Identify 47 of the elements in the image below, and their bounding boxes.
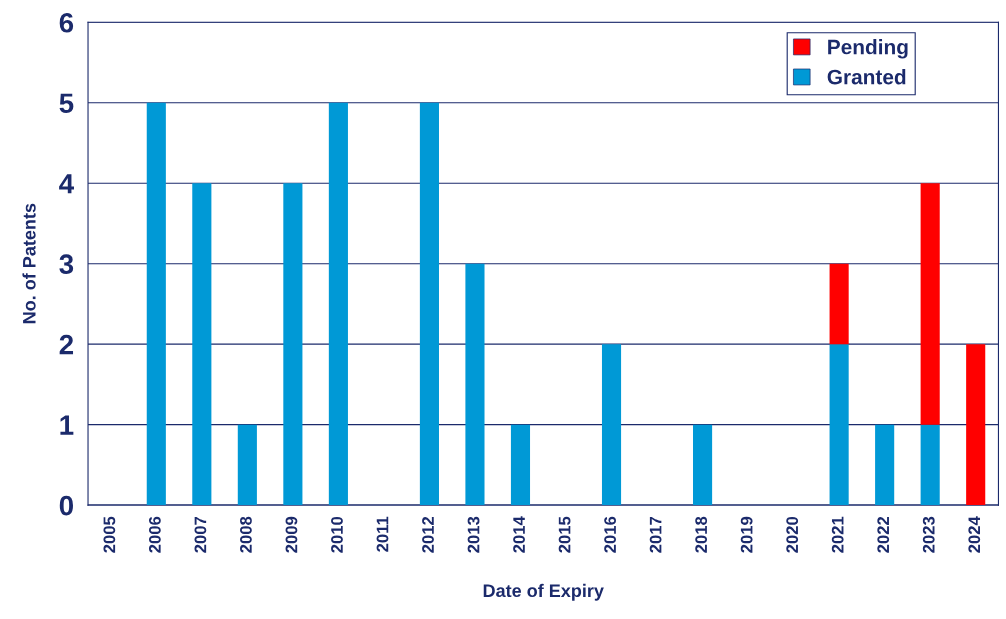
x-tick-label: 2011 [376, 516, 389, 552]
x-tick-label: 2022 [877, 516, 890, 553]
bar [920, 424, 940, 506]
x-tick-label: 2019 [740, 516, 753, 553]
y-tick-label: 5 [59, 93, 74, 114]
bar [875, 424, 895, 506]
bar [829, 344, 849, 506]
bar [693, 424, 713, 506]
bar [283, 183, 303, 506]
x-tick-label: 2013 [467, 516, 480, 553]
bar [966, 344, 986, 506]
x-tick-label: 2010 [331, 516, 343, 553]
x-tick-label: 2018 [695, 516, 708, 553]
x-tick-label: 2021 [831, 516, 844, 553]
x-tick-label: 2008 [240, 516, 252, 553]
bar [829, 263, 849, 345]
legend-label: Pending [828, 39, 908, 59]
x-tick-label: 2006 [148, 516, 161, 553]
x-tick-label: 2012 [422, 516, 434, 553]
x-tick-label: 2024 [968, 516, 981, 553]
bar [510, 424, 531, 506]
y-tick-label: 3 [59, 254, 74, 275]
x-tick-label: 2007 [194, 516, 207, 553]
x-tick-label: 2016 [604, 516, 616, 553]
x-tick-label: 2014 [513, 516, 525, 553]
x-axis-title: Date of Expiry [483, 583, 604, 601]
bar [237, 424, 257, 506]
x-tick-label: 2009 [285, 516, 298, 553]
bar [146, 102, 166, 506]
y-axis-title: No. of Patents [22, 203, 36, 324]
y-tick-label: 2 [59, 334, 74, 355]
legend-label: Granted [827, 69, 906, 85]
bar [465, 263, 485, 506]
bar [192, 183, 212, 506]
x-tick-label: 2020 [786, 516, 799, 553]
y-tick-label: 6 [59, 12, 74, 33]
y-tick-label: 0 [59, 495, 73, 516]
bar [419, 102, 439, 506]
y-tick-label: 1 [60, 415, 74, 435]
x-tick-label: 2005 [103, 516, 116, 553]
bar [920, 183, 940, 425]
bar [328, 102, 348, 506]
x-tick-label: 2015 [558, 516, 571, 553]
x-tick-label: 2017 [649, 516, 662, 553]
y-tick-label: 4 [59, 174, 74, 194]
bar [601, 344, 622, 506]
x-tick-label: 2023 [922, 516, 935, 553]
